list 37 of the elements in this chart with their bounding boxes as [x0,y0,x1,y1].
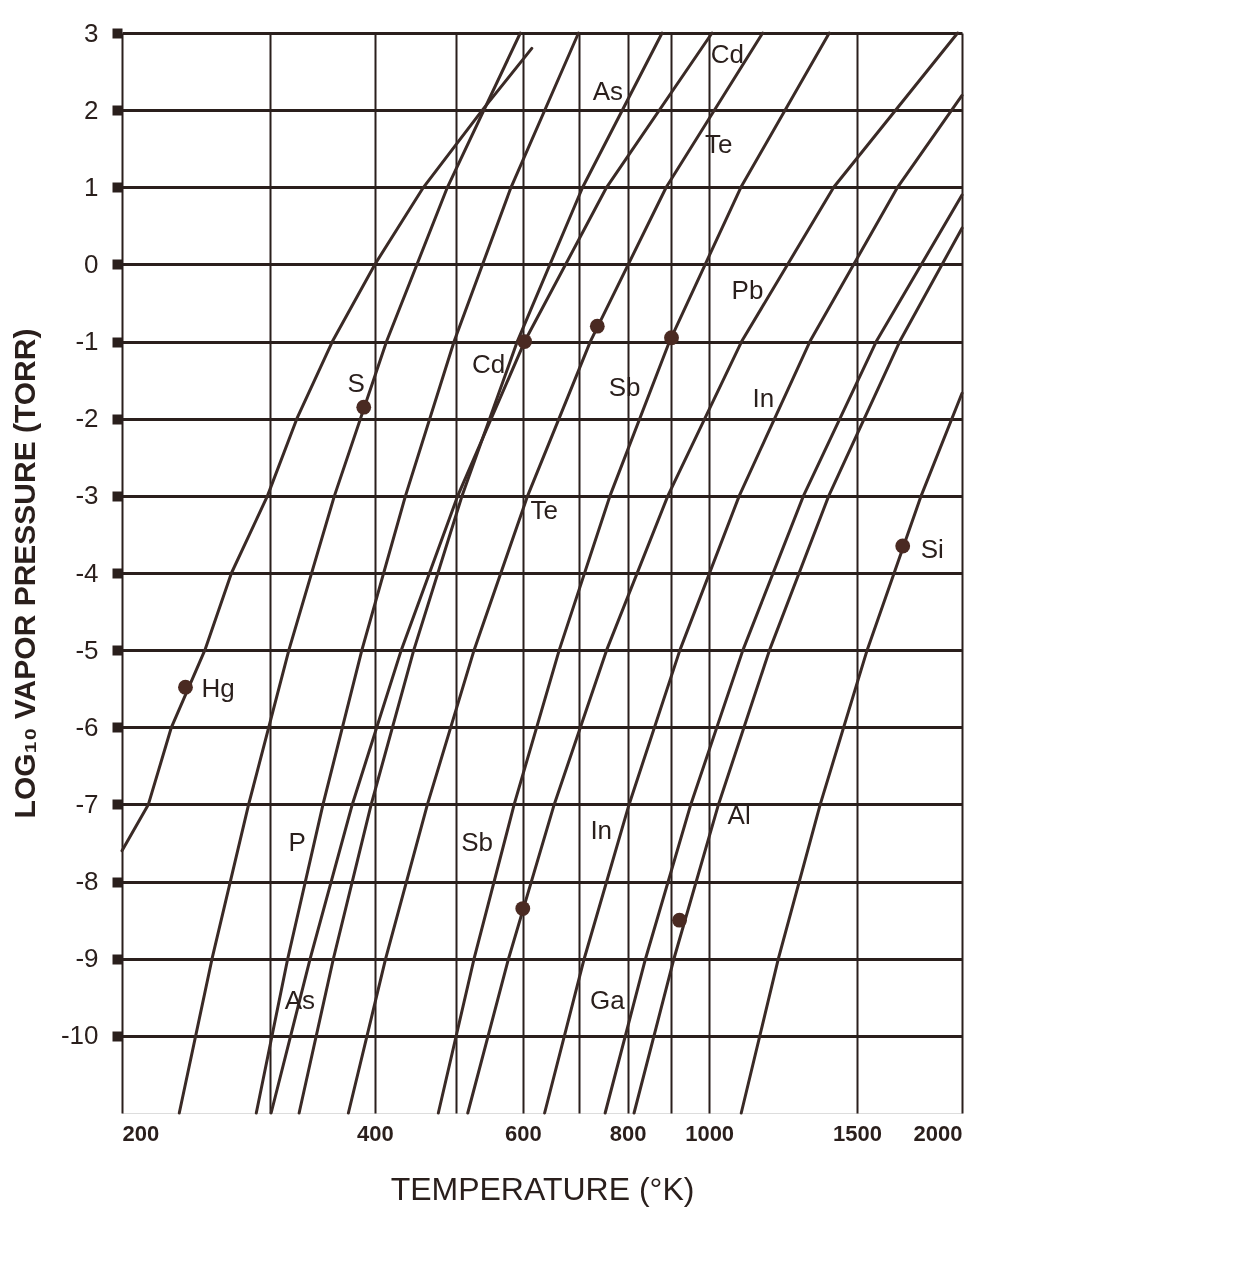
x-axis-title: TEMPERATURE (°K) [390,1170,695,1207]
x-tick-label: 600 [504,1120,542,1146]
x-tick-label: 400 [357,1120,394,1146]
y-tick-label: -7 [75,788,99,819]
y-tick-label: -8 [75,866,99,897]
series-label: In [752,383,775,414]
y-tick-label: -5 [75,634,99,665]
text: Te [530,495,558,526]
x-tick-label: 1500 [833,1120,883,1146]
x-tick-label: 800 [609,1120,647,1146]
series-label: Si [920,533,944,564]
series-label: Cd [710,38,744,69]
y-axis-title: LOG₁₀ VAPOR PRESSURE (TORR) [7,328,41,819]
y-tick-label: -1 [75,326,99,357]
y-tick-label: -2 [75,403,99,434]
text: In [590,815,613,846]
series-label: P [288,827,306,857]
y-tick-label: -6 [75,711,99,742]
y-tick-label: -3 [75,480,99,511]
x-tick-label: 200 [122,1120,160,1146]
series-label: Ga [590,985,626,1016]
series-label: Al [727,800,751,830]
x-tick-label: 2000 [913,1120,963,1146]
series-label: Pb [731,275,764,306]
series-label: As [592,75,624,106]
x-tick-label: 1000 [685,1120,735,1146]
y-tick-label: 0 [84,248,99,279]
y-tick-label: -9 [75,943,99,974]
y-tick-label: 2 [84,94,99,125]
y-tick-label: -4 [75,557,99,588]
y-tick-label: 1 [84,171,99,202]
series-label: S [347,368,365,398]
y-tick-label: -10 [60,1020,99,1051]
text: Cd [471,348,506,379]
y-tick-label: 3 [84,17,99,48]
series-label: Hg [201,672,235,703]
text: Sb [461,827,494,857]
